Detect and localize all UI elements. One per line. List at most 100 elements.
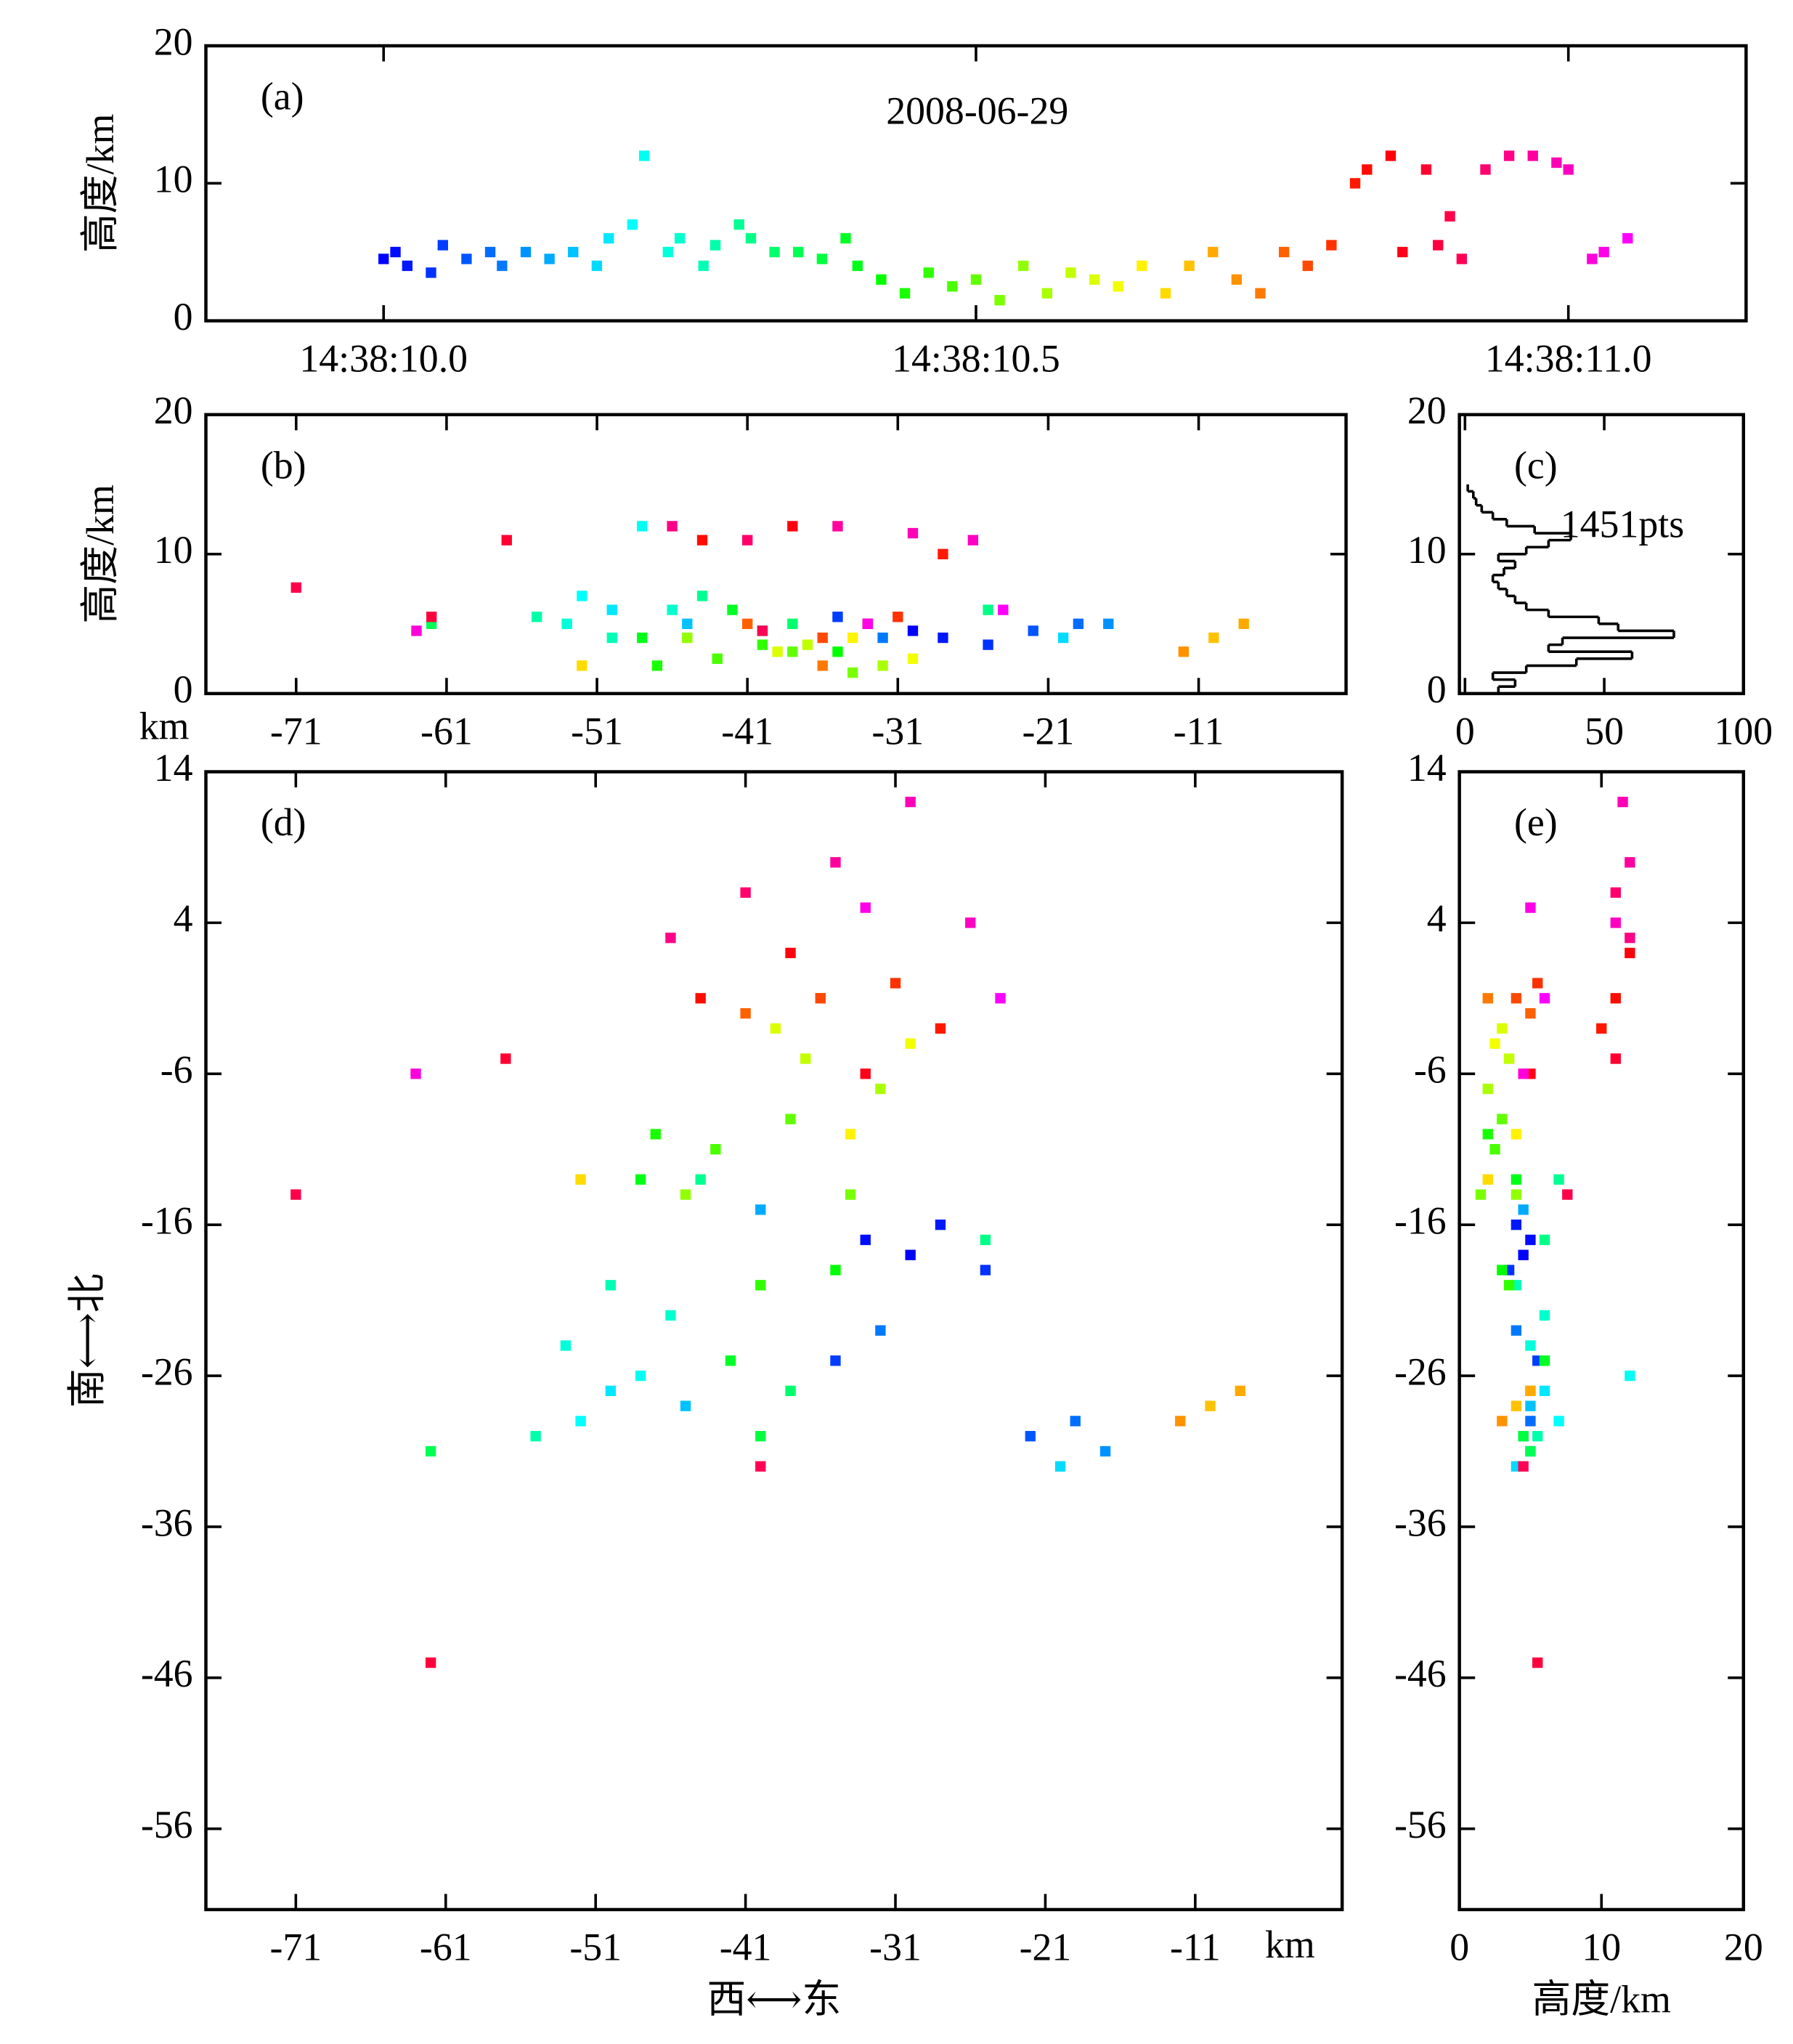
point — [674, 232, 686, 244]
point — [1625, 947, 1635, 959]
point — [785, 947, 796, 959]
point — [1433, 240, 1444, 251]
point — [755, 1204, 766, 1215]
point — [1518, 1431, 1529, 1442]
point — [830, 1355, 841, 1366]
y-tick-label: 4 — [174, 897, 193, 941]
point — [520, 246, 532, 258]
point — [1503, 1280, 1515, 1291]
point — [1518, 1249, 1529, 1260]
point — [1525, 1445, 1536, 1457]
point — [1231, 274, 1243, 285]
point — [1497, 1023, 1508, 1034]
point — [1420, 164, 1432, 175]
point — [1099, 1445, 1111, 1457]
point — [755, 1431, 766, 1442]
point — [1511, 1189, 1522, 1200]
x-axis-label: 西⟷东 — [707, 1977, 841, 2021]
point — [577, 591, 587, 601]
point — [757, 639, 768, 650]
y-tick-label: -56 — [1394, 1803, 1447, 1846]
point — [970, 274, 982, 285]
point — [1205, 1400, 1216, 1411]
point — [980, 1234, 991, 1246]
point — [935, 1219, 946, 1230]
y-axis-label: 高度/km — [78, 484, 122, 623]
point — [497, 260, 508, 272]
plot-frame — [204, 770, 1344, 1912]
point — [1482, 1129, 1493, 1140]
point — [733, 219, 744, 230]
point — [637, 632, 648, 644]
point — [500, 1053, 511, 1064]
point — [680, 1400, 691, 1411]
x-unit: km — [139, 704, 190, 747]
point — [899, 288, 911, 299]
point — [1385, 150, 1396, 161]
point — [876, 274, 887, 285]
point — [603, 232, 614, 244]
point — [426, 612, 437, 622]
point — [800, 1053, 811, 1064]
x-tick-label: -41 — [720, 1926, 772, 1969]
point — [770, 1023, 781, 1034]
point — [1539, 993, 1550, 1004]
point — [544, 254, 555, 264]
point — [1511, 1325, 1522, 1336]
point — [1326, 240, 1337, 251]
y-tick-label: 10 — [154, 528, 193, 572]
point — [860, 1068, 871, 1079]
point — [638, 150, 650, 161]
point — [1456, 254, 1468, 264]
panel-label: (c) — [1514, 444, 1558, 487]
point — [1503, 1053, 1515, 1064]
point — [757, 625, 768, 636]
point — [860, 902, 871, 913]
point — [568, 246, 579, 258]
point — [425, 1445, 436, 1457]
point — [772, 646, 783, 657]
point — [667, 521, 678, 532]
y-tick-label: 0 — [1427, 668, 1447, 711]
y-axis-label: 高度/km — [78, 114, 122, 253]
x-axis-label: 高度/km — [1532, 1977, 1671, 2021]
point — [635, 1174, 646, 1185]
point — [410, 1068, 421, 1079]
point — [1018, 260, 1029, 272]
point — [980, 1265, 991, 1276]
point — [967, 535, 979, 546]
point — [1482, 1083, 1493, 1095]
point — [1610, 887, 1621, 898]
point — [575, 1174, 586, 1185]
point — [1089, 274, 1100, 285]
point — [1518, 1461, 1529, 1472]
point — [1041, 288, 1053, 299]
x-tick-label: -71 — [270, 710, 322, 753]
point — [1587, 254, 1598, 264]
point — [577, 660, 587, 671]
point — [1028, 625, 1038, 636]
point — [1525, 1340, 1536, 1351]
point — [817, 632, 828, 644]
point — [840, 232, 851, 244]
point — [591, 260, 603, 272]
point — [1103, 618, 1114, 630]
point — [1480, 164, 1491, 175]
x-tick-label: 0 — [1450, 1926, 1469, 1969]
point — [1562, 1189, 1573, 1200]
point — [627, 219, 638, 230]
point — [1553, 1416, 1564, 1427]
point — [1527, 150, 1538, 161]
point — [787, 618, 798, 630]
point — [740, 887, 751, 898]
point — [1539, 1234, 1550, 1246]
point — [1525, 902, 1536, 913]
y-tick-label: -56 — [141, 1803, 193, 1846]
point — [847, 632, 858, 644]
point — [682, 632, 693, 644]
point — [852, 260, 863, 272]
point — [1625, 1370, 1635, 1382]
point — [532, 612, 542, 622]
point — [665, 1310, 676, 1321]
point — [1622, 232, 1633, 244]
